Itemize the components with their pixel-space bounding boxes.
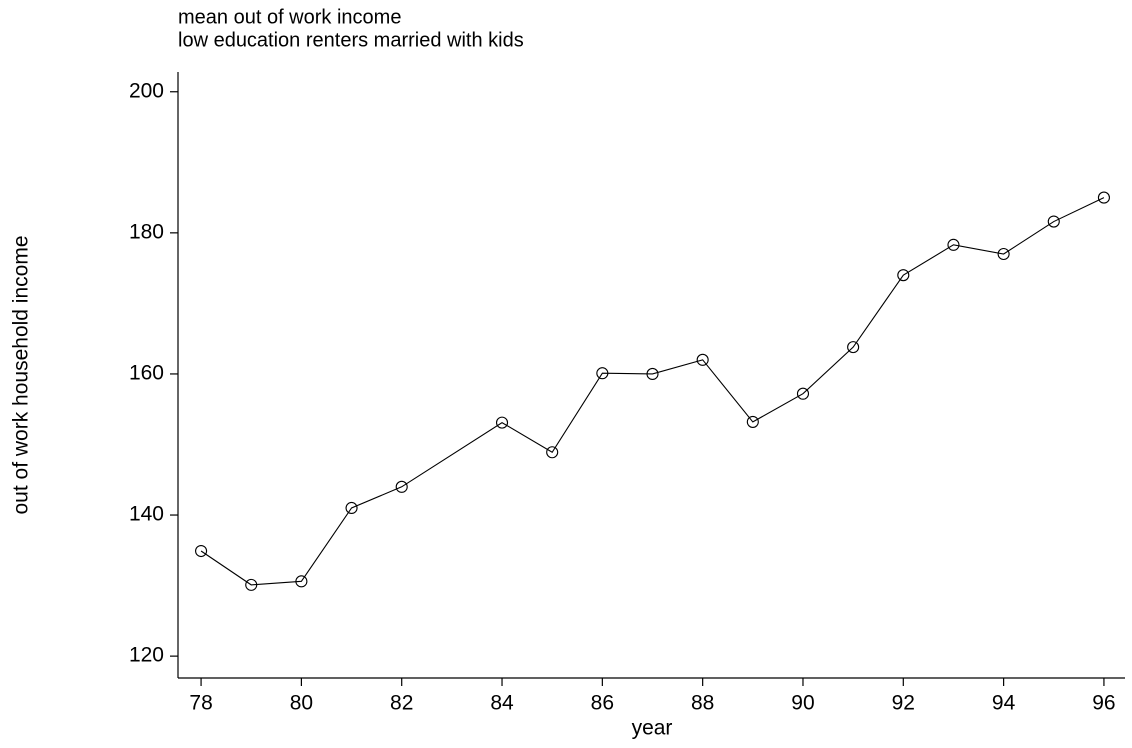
data-point xyxy=(847,341,860,354)
x-tick-label: 82 xyxy=(390,692,413,715)
y-tick-label: 160 xyxy=(129,361,164,384)
data-point xyxy=(696,353,709,366)
data-point xyxy=(897,269,910,282)
data-point xyxy=(395,480,408,493)
chart-subtitle: low education renters married with kids xyxy=(178,29,524,51)
series-line xyxy=(200,197,1105,586)
x-axis-label: year xyxy=(632,717,673,740)
data-point xyxy=(596,367,609,380)
x-tick-label: 88 xyxy=(691,692,714,715)
y-tick-label: 200 xyxy=(129,79,164,102)
x-tick-label: 96 xyxy=(1092,692,1115,715)
data-point xyxy=(947,238,960,251)
x-tick-label: 80 xyxy=(290,692,313,715)
data-point xyxy=(295,575,308,588)
y-tick-label: 180 xyxy=(129,220,164,243)
chart-title: mean out of work income xyxy=(178,6,401,28)
data-point xyxy=(997,247,1010,261)
data-point xyxy=(1097,191,1110,204)
x-tick-label: 90 xyxy=(791,692,814,715)
x-tick-label: 78 xyxy=(189,692,212,715)
data-point xyxy=(1047,215,1060,228)
x-tick-label: 84 xyxy=(490,692,514,715)
data-point xyxy=(345,501,358,515)
data-point xyxy=(746,415,759,428)
y-tick-label: 140 xyxy=(129,503,164,526)
data-point xyxy=(195,544,208,558)
y-tick-label: 120 xyxy=(129,644,164,667)
x-tick-label: 92 xyxy=(892,692,915,715)
x-tick-label: 94 xyxy=(992,692,1016,715)
data-point xyxy=(546,446,559,459)
data-point xyxy=(646,367,659,380)
x-tick-label: 86 xyxy=(591,692,614,715)
data-point xyxy=(495,416,509,429)
data-point xyxy=(796,387,810,400)
y-axis-label: out of work household income xyxy=(10,236,33,515)
data-point xyxy=(245,578,258,591)
